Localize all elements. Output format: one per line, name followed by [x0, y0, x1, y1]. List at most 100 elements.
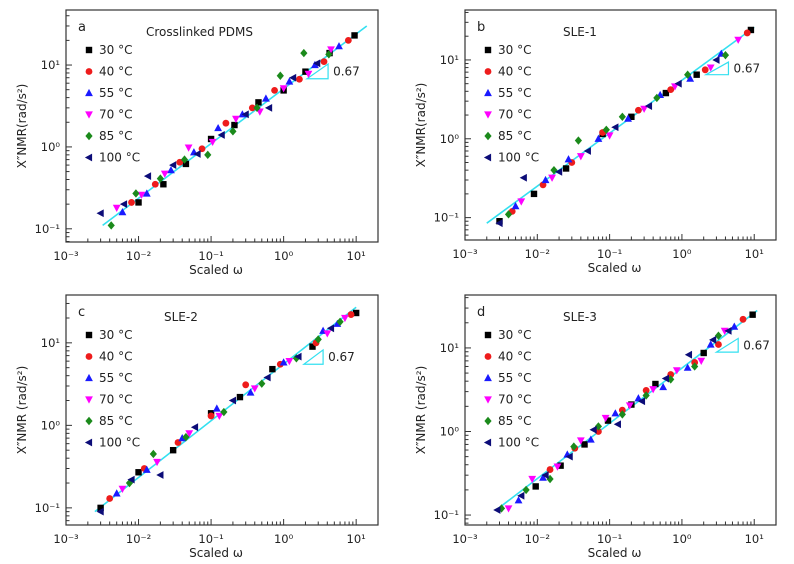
- y-tick-label: 10¹: [41, 58, 60, 72]
- series-70C: [118, 314, 349, 493]
- data-point: [215, 412, 224, 421]
- legend-label: 55 °C: [498, 86, 531, 100]
- legend-marker: [85, 373, 93, 382]
- data-point: [634, 394, 643, 402]
- data-point: [96, 209, 104, 218]
- data-point: [351, 32, 358, 39]
- data-point: [749, 311, 756, 318]
- data-point: [204, 150, 212, 160]
- data-point: [255, 99, 262, 106]
- data-point: [112, 204, 121, 213]
- data-point: [634, 106, 642, 114]
- data-point: [309, 343, 316, 350]
- data-point: [326, 324, 335, 333]
- fit-line: [94, 306, 357, 513]
- data-point: [640, 105, 649, 113]
- legend-label: 40 °C: [99, 350, 132, 364]
- data-point: [517, 198, 526, 206]
- data-point: [667, 371, 675, 378]
- data-point: [169, 161, 177, 169]
- legend-label: 85 °C: [99, 414, 132, 428]
- data-point: [142, 189, 151, 197]
- x-tick-label: 10⁻³: [452, 532, 478, 546]
- data-point: [674, 79, 682, 88]
- legend-label: 85 °C: [99, 129, 132, 143]
- data-point: [264, 103, 273, 112]
- legend-label: 70 °C: [498, 108, 531, 122]
- data-point: [232, 115, 240, 123]
- data-point: [701, 66, 709, 74]
- x-tick-label: 10⁰: [274, 249, 294, 263]
- data-point: [151, 180, 159, 188]
- series-70C: [517, 36, 743, 206]
- data-point: [193, 150, 201, 158]
- data-point: [320, 58, 328, 66]
- data-point: [135, 469, 142, 476]
- legend-marker: [85, 396, 93, 404]
- data-point: [242, 381, 250, 389]
- legend-marker: [483, 153, 492, 162]
- data-point: [734, 36, 743, 44]
- data-point: [279, 358, 288, 366]
- panel-title: SLE-3: [563, 310, 597, 324]
- data-point: [519, 173, 527, 182]
- legend-marker: [484, 373, 492, 382]
- data-point: [554, 168, 563, 176]
- legend-label: 30 °C: [498, 328, 531, 342]
- series-40C: [128, 36, 352, 206]
- data-point: [222, 119, 230, 127]
- data-point: [288, 73, 297, 82]
- data-point: [323, 330, 332, 338]
- series-100C: [96, 324, 335, 516]
- data-point: [595, 428, 602, 435]
- panel-letter: d: [477, 305, 485, 320]
- data-point: [642, 391, 650, 400]
- data-point: [557, 462, 564, 469]
- data-point: [327, 46, 335, 54]
- legend-marker: [484, 396, 492, 404]
- x-tick-label: 10⁻²: [126, 532, 151, 546]
- slope-triangle: [302, 348, 324, 365]
- panel-letter: c: [78, 305, 85, 320]
- slope-label: 0.67: [328, 350, 355, 364]
- data-point: [160, 181, 167, 188]
- data-point: [613, 420, 621, 429]
- y-axis-label: X″NMR(rad/s²): [414, 83, 428, 168]
- legend-marker: [85, 46, 93, 54]
- data-point: [532, 483, 539, 490]
- data-point: [295, 75, 303, 83]
- legend-label: 100 °C: [99, 151, 140, 165]
- data-point: [217, 131, 225, 139]
- legend-marker: [484, 353, 492, 360]
- data-point: [514, 496, 523, 504]
- data-point: [228, 396, 237, 405]
- data-point: [208, 138, 217, 147]
- data-point: [601, 414, 610, 423]
- slope-label: 0.67: [733, 61, 760, 75]
- data-point: [546, 466, 554, 473]
- plot-frame: [65, 294, 379, 526]
- legend-marker: [85, 353, 93, 360]
- data-point: [248, 104, 256, 112]
- data-point: [314, 335, 322, 344]
- y-tick-label: 10⁰: [41, 140, 61, 154]
- data-point: [625, 402, 634, 410]
- data-point: [618, 410, 626, 419]
- data-point: [112, 489, 121, 497]
- data-point: [611, 123, 619, 132]
- y-tick-label: 10¹: [41, 336, 60, 350]
- data-point: [253, 103, 261, 113]
- data-point: [156, 174, 164, 183]
- data-point: [715, 341, 722, 348]
- data-point: [220, 407, 228, 417]
- data-point: [504, 210, 513, 219]
- data-point: [294, 352, 302, 361]
- data-point: [517, 491, 525, 500]
- legend-marker: [483, 438, 492, 447]
- data-point: [562, 165, 570, 172]
- data-point: [662, 89, 670, 97]
- data-point: [667, 86, 675, 94]
- data-point: [653, 93, 661, 103]
- legend-marker: [85, 111, 93, 119]
